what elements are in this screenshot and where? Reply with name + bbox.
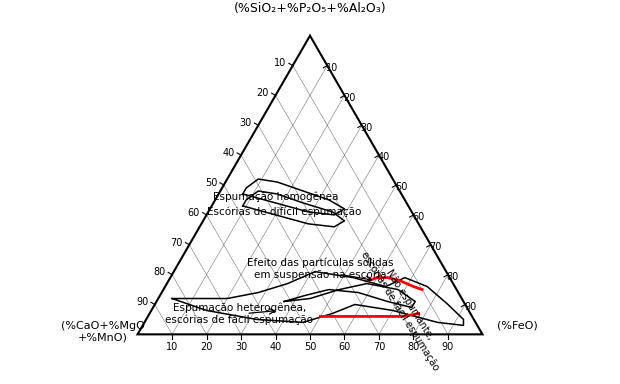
Text: 90: 90 <box>464 302 476 312</box>
Text: 10: 10 <box>326 63 339 73</box>
Text: Espumação homogênea: Espumação homogênea <box>213 192 338 202</box>
Text: 60: 60 <box>412 212 425 222</box>
Text: 70: 70 <box>170 238 183 248</box>
Text: 30: 30 <box>235 342 247 352</box>
Text: 60: 60 <box>188 208 200 218</box>
Text: (%SiO₂+%P₂O₅+%Al₂O₃): (%SiO₂+%P₂O₅+%Al₂O₃) <box>234 2 386 15</box>
Text: Espumação heterogênea,
escórias de fácil espumação: Espumação heterogênea, escórias de fácil… <box>166 302 313 325</box>
Text: 20: 20 <box>343 93 356 103</box>
Text: 30: 30 <box>239 118 252 128</box>
Text: 80: 80 <box>447 272 459 282</box>
Text: 10: 10 <box>166 342 178 352</box>
Text: 40: 40 <box>222 148 234 158</box>
Text: Efeito das partículas sólidas
em suspensão na escória: Efeito das partículas sólidas em suspens… <box>247 257 394 280</box>
Text: 60: 60 <box>339 342 351 352</box>
Text: (%FeO): (%FeO) <box>497 321 538 331</box>
Text: 20: 20 <box>257 88 269 98</box>
Text: 40: 40 <box>378 152 390 162</box>
Text: Não espumante,
escórias de fácil espumação: Não espumante, escórias de fácil espumaç… <box>359 243 451 372</box>
Text: 90: 90 <box>136 297 148 307</box>
Text: 30: 30 <box>361 122 373 132</box>
Text: 90: 90 <box>442 342 454 352</box>
Text: 80: 80 <box>407 342 420 352</box>
Text: 20: 20 <box>200 342 213 352</box>
Text: 10: 10 <box>274 58 286 68</box>
Text: (%CaO+%MgO
+%MnO): (%CaO+%MgO +%MnO) <box>61 321 145 342</box>
Text: 70: 70 <box>373 342 385 352</box>
Text: 50: 50 <box>304 342 316 352</box>
Text: 80: 80 <box>153 267 166 277</box>
Text: Escórias de difícil espumação: Escórias de difícil espumação <box>207 207 361 217</box>
Text: 70: 70 <box>430 242 442 252</box>
Text: 50: 50 <box>205 178 217 188</box>
Text: 40: 40 <box>269 342 281 352</box>
Text: 50: 50 <box>395 182 407 192</box>
